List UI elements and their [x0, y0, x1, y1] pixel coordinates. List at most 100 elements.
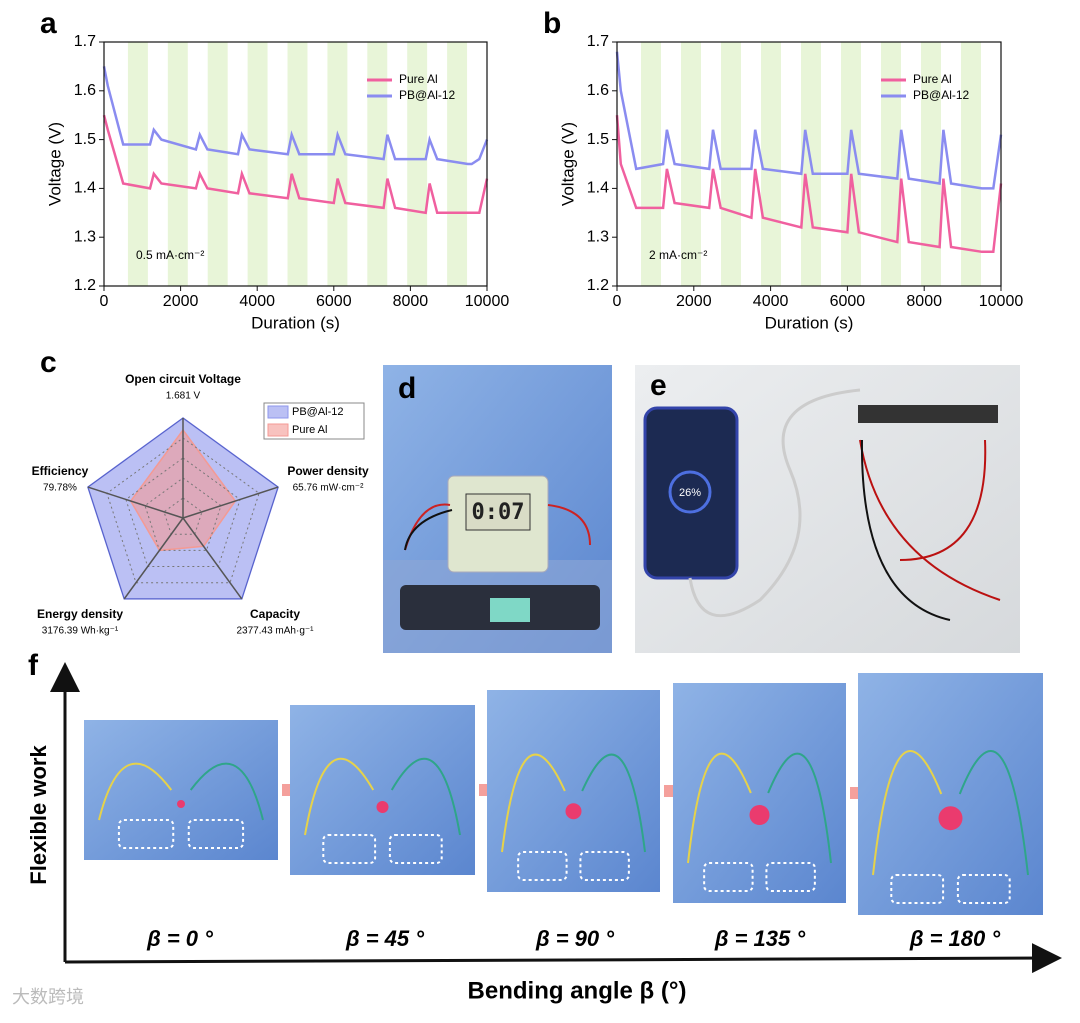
annotation: 0.5 mA·cm⁻² [136, 248, 204, 262]
plot-frame [616, 41, 1002, 287]
plot-frame [103, 41, 488, 287]
radar-axis [123, 517, 184, 600]
wire [98, 762, 173, 821]
y-tick-label: 1.5 [587, 131, 609, 148]
wire [501, 753, 566, 853]
axis-name: Energy density [37, 607, 123, 621]
y-tick-label: 1.2 [74, 277, 96, 294]
highlight [187, 819, 245, 849]
panel-label: d [398, 372, 416, 405]
panel-label: f [28, 649, 39, 682]
axis-name: Efficiency [32, 464, 89, 478]
highlight [117, 819, 175, 849]
shade [761, 42, 781, 286]
x-tick-label: 0 [100, 293, 109, 310]
panel-label: b [543, 7, 561, 40]
series-line [102, 114, 489, 215]
highlight [703, 862, 754, 892]
x-tick-label: 8000 [906, 293, 942, 310]
grid-ring [125, 457, 241, 567]
shade [367, 42, 388, 286]
legend-label: Pure Al [399, 72, 438, 86]
state-label: β = 135 ° [714, 926, 806, 951]
x-tick-label: 4000 [753, 293, 789, 310]
axis-value: 2377.43 mAh·g⁻¹ [237, 626, 315, 637]
shade [841, 42, 861, 286]
y-tick-label: 1.2 [587, 277, 609, 294]
y-tick-label: 1.7 [587, 33, 609, 50]
y-axis-label: Voltage (V) [45, 122, 64, 206]
shade [127, 42, 148, 286]
wire [687, 752, 752, 864]
grid-ring [87, 417, 279, 600]
led [938, 806, 963, 831]
wire [958, 750, 1029, 876]
legend-label: PB@Al-12 [399, 88, 456, 102]
clock-text: 0:07 [472, 500, 525, 525]
x-tick-label: 6000 [316, 293, 352, 310]
shade [721, 42, 741, 286]
x-tick-label: 2000 [676, 293, 712, 310]
y-tick-label: 1.7 [74, 33, 96, 50]
axis-label: Flexible work [26, 745, 51, 885]
wire [304, 758, 375, 836]
y-tick-label: 1.6 [74, 82, 96, 99]
radar-axis [182, 486, 279, 519]
panel-label: e [650, 369, 667, 402]
highlight [579, 851, 630, 881]
x-axis-label: Duration (s) [765, 313, 854, 332]
series-line [102, 66, 489, 166]
highlight [322, 834, 377, 864]
shade [641, 42, 661, 286]
x-tick-label: 10000 [465, 293, 510, 310]
legend-label: PB@Al-12 [292, 406, 344, 418]
shade [287, 42, 308, 286]
grid-ring [144, 477, 222, 551]
highlight [388, 834, 443, 864]
y-axis-label: Voltage (V) [558, 122, 577, 206]
shade [921, 42, 941, 286]
wire [767, 752, 832, 864]
shade [247, 42, 268, 286]
grid-ring [106, 437, 260, 584]
legend-swatch [267, 405, 289, 419]
legend-frame [263, 402, 365, 440]
state-label: β = 45 ° [345, 926, 424, 951]
legend-label: Pure Al [292, 424, 327, 436]
x-axis-label: Duration (s) [251, 313, 340, 332]
panel-f: f Flexible work Bending angle β (°) β = … [26, 649, 1062, 1004]
highlight [765, 862, 816, 892]
shade [207, 42, 228, 286]
axis-value: 79.78% [43, 483, 77, 494]
y-tick-label: 1.5 [74, 131, 96, 148]
shade [681, 42, 701, 286]
photo [673, 683, 846, 903]
legend-swatch [267, 423, 289, 437]
wire [581, 753, 646, 853]
wire [390, 758, 461, 836]
axis-label: Bending angle β (°) [468, 977, 687, 1004]
panel-label: c [40, 346, 57, 379]
y-tick-label: 1.3 [74, 228, 96, 245]
axis-name: Capacity [250, 607, 300, 621]
legend-label: PB@Al-12 [913, 88, 970, 102]
highlight [956, 874, 1011, 904]
led [565, 803, 582, 820]
led [749, 805, 770, 825]
state-label: β = 90 ° [535, 926, 614, 951]
photo-d: 0:07 d [383, 365, 612, 653]
y-tick-label: 1.3 [587, 228, 609, 245]
shade [447, 42, 468, 286]
x-tick-label: 2000 [163, 293, 199, 310]
x-tick-label: 6000 [830, 293, 866, 310]
photo [290, 705, 475, 875]
photo [858, 673, 1043, 915]
state-label: β = 180 ° [909, 926, 1001, 951]
x-tick-label: 8000 [393, 293, 429, 310]
watermark: 大数跨境 [12, 987, 84, 1007]
axis-value: 65.76 mW·cm⁻² [293, 483, 365, 494]
panel-label: a [40, 7, 57, 40]
state-label: β = 0 ° [146, 926, 213, 951]
shade [167, 42, 188, 286]
annotation: 2 mA·cm⁻² [649, 248, 707, 262]
